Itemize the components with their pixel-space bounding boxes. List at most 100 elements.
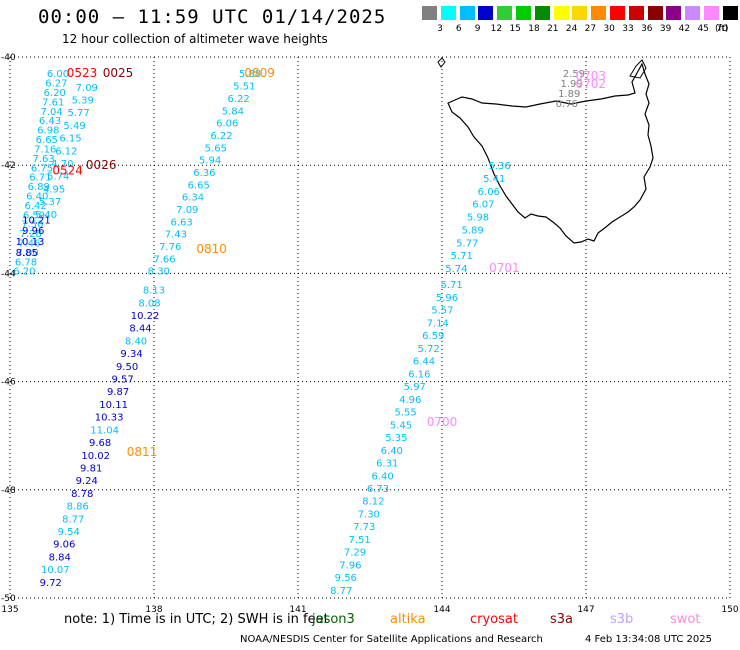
satellite-s3b: s3b — [610, 612, 634, 627]
flinders-island-coastline — [629, 59, 647, 79]
wave-height-value: 6.22 — [210, 131, 232, 142]
wave-height-value: 7.28 — [20, 229, 42, 240]
lat-label: -40 — [1, 53, 16, 63]
footer-note: note: 1) Time is in UTC; 2) SWH is in fe… — [64, 612, 329, 627]
wave-height-value: 5.98 — [467, 213, 489, 224]
legend-swatch — [459, 6, 475, 20]
wave-height-value: 5.35 — [385, 433, 407, 444]
lat-label: -48 — [1, 486, 16, 496]
wave-height-value: 5.41 — [483, 174, 505, 185]
legend-swatch — [478, 6, 494, 20]
page-subtitle: 12 hour collection of altimeter wave hei… — [62, 32, 328, 46]
wave-height-value: 6.00 — [47, 69, 69, 80]
wave-height-value: 5.57 — [431, 306, 453, 317]
wave-height-value: 5.89 — [461, 225, 483, 236]
legend-swatch — [647, 6, 663, 20]
wave-height-value: 7.04 — [40, 107, 62, 118]
legend-label: 42 — [678, 24, 691, 34]
track-0703: 2.591.991.890.76 — [556, 69, 585, 110]
wave-height-value: 7.30 — [358, 509, 380, 520]
wave-height-value: 7.50 — [21, 220, 43, 231]
wave-height-value: 8.85 — [16, 248, 38, 259]
legend-label: 6 — [455, 24, 462, 34]
wave-height-value: 6.65 — [188, 180, 210, 191]
track-0700: 5.71 5.96 5.577.14 6.59 5.72 6.446.16 5.97 4.96… — [330, 280, 463, 597]
credit-line: NOAA/NESDIS Center for Satellite Applica… — [240, 634, 543, 645]
wave-height-value: 4.96 — [399, 395, 421, 406]
lon-label: 144 — [433, 605, 450, 615]
altimeter-tracks: 5.885.516.225.846.066.225.655.946.366.65… — [13, 69, 585, 597]
wave-height-value: 6.40 — [381, 446, 403, 457]
wave-height-value: 8.12 — [362, 497, 384, 508]
wave-height-value: 9.24 — [76, 476, 98, 487]
wave-height-value: 10.22 — [131, 311, 160, 322]
wave-height-value: 9.68 — [89, 438, 111, 449]
wave-height-value: 10.11 — [99, 400, 128, 411]
lat-label: -44 — [1, 269, 16, 279]
satellite-jason3: jason3 — [312, 612, 355, 627]
legend-swatch — [534, 6, 550, 20]
track-0811: 8.138.08 10.22 8.448.40 9.34 9.50 9.579.87 10.… — [40, 286, 165, 589]
lat-label: -46 — [1, 378, 16, 388]
legend-swatch — [610, 6, 625, 20]
wave-height-value: 6.63 — [170, 217, 192, 228]
wave-height-value: 5.77 — [68, 108, 90, 119]
wave-height-value: 7.00 — [16, 248, 38, 259]
wave-height-value: 7.43 — [165, 230, 187, 241]
pass-time-label: 0810 — [196, 242, 227, 256]
wave-height-value: 7.96 — [339, 560, 361, 571]
wave-height-value: 1.89 — [558, 89, 580, 100]
wave-height-value: 8.86 — [67, 502, 89, 513]
wave-height-value: 1.99 — [560, 79, 582, 90]
wave-height-value: 5.45 — [390, 420, 412, 431]
legend-label: 24 — [565, 24, 578, 34]
wave-height-value: 10.07 — [41, 565, 70, 576]
legend-label: 30 — [603, 24, 615, 34]
satellite-swot: swot — [670, 612, 701, 627]
wave-height-value: 6.59 — [422, 331, 444, 342]
wave-height-value: 5.40 — [35, 210, 57, 221]
legend-label: 70 — [716, 24, 728, 34]
legend-swatch — [422, 6, 437, 20]
wave-height-value: 11.04 — [90, 425, 119, 436]
wave-height-value: 7.46 — [18, 238, 40, 249]
page-title: 00:00 – 11:59 UTC 01/14/2025 — [38, 6, 387, 28]
wave-height-value: 6.15 — [59, 134, 81, 145]
pass-time-label: 0523 — [67, 66, 98, 80]
wave-height-value: 6.36 — [193, 168, 215, 179]
wave-height-value: 9.54 — [58, 527, 80, 538]
pass-time-label: 0811 — [127, 445, 158, 459]
wave-height-value: 5.88 — [239, 69, 261, 80]
wave-height-value: 6.27 — [45, 79, 67, 90]
legend-swatch — [591, 6, 607, 20]
legend-swatch — [685, 6, 701, 20]
wave-height-value: 6.12 — [55, 146, 77, 157]
wave-height-value: 4.95 — [43, 184, 65, 195]
wave-height-value: 5.74 — [47, 172, 69, 183]
wave-height-value: 6.20 — [13, 267, 35, 278]
wave-height-value: 6.59 — [23, 210, 45, 221]
legend-label: 12 — [490, 24, 503, 34]
legend-label: 36 — [641, 24, 653, 34]
wave-height-value: 6.31 — [376, 459, 398, 470]
wave-height-value: 5.51 — [233, 82, 255, 93]
wave-height-value: 6.98 — [37, 126, 59, 137]
wave-height-value: 5.39 — [72, 95, 94, 106]
wave-height-value: 6.71 — [29, 173, 51, 184]
wave-height-value: 6.20 — [44, 88, 66, 99]
wave-height-value: 5.72 — [417, 344, 439, 355]
lon-label: 147 — [577, 605, 594, 615]
legend-label: 33 — [622, 24, 634, 34]
wave-height-value: 6.34 — [182, 193, 204, 204]
track-0701: 5.36 5.41 6.06 6.07 5.985.89 5.77 5.71 5.74 — [445, 161, 510, 275]
wave-height-value: 8.40 — [125, 336, 147, 347]
legend-label: 39 — [659, 24, 672, 34]
wave-height-value: 5.84 — [222, 106, 244, 117]
wave-height-value: 8.30 — [148, 267, 170, 278]
pass-time-label: 0025 — [103, 66, 134, 80]
lat-label: -42 — [1, 161, 16, 171]
wave-height-value: 6.22 — [227, 94, 249, 105]
wave-height-value: 9.72 — [40, 578, 62, 589]
